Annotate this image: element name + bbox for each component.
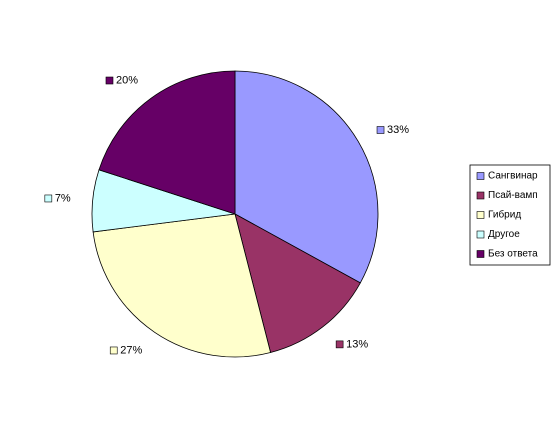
- pie-slice: [92, 213, 272, 358]
- label-swatch: [376, 126, 385, 134]
- label-swatch: [105, 76, 114, 85]
- label-swatch: [44, 194, 53, 203]
- pie-slice: [234, 70, 379, 284]
- data-label-text: 20%: [116, 74, 138, 86]
- legend: Сангвинар Псай-вамп Гибрид Другое Без ответа: [469, 164, 551, 266]
- data-label-text: 27%: [120, 344, 142, 356]
- legend-label: Сангвинар: [488, 171, 538, 182]
- legend-swatch: [476, 172, 485, 180]
- data-label-text: 7%: [55, 192, 71, 204]
- data-label: 13%: [335, 338, 368, 350]
- legend-swatch: [476, 191, 485, 200]
- data-label: 27%: [109, 344, 142, 356]
- pie-slice: [98, 70, 236, 215]
- data-label: 7%: [44, 192, 71, 204]
- pie-slice: [234, 213, 361, 353]
- data-label-text: 13%: [346, 338, 368, 350]
- data-label: 33%: [376, 124, 409, 136]
- legend-swatch: [476, 250, 485, 258]
- legend-swatch: [476, 211, 485, 219]
- label-swatch: [335, 340, 344, 349]
- label-swatch: [109, 346, 118, 355]
- legend-label: Другое: [488, 229, 520, 240]
- data-label: 20%: [105, 74, 138, 86]
- legend-label: Псай-вамп: [488, 190, 538, 201]
- legend-label: Без ответа: [488, 249, 538, 260]
- data-label-text: 33%: [387, 124, 409, 136]
- legend-label: Гибрид: [488, 209, 521, 221]
- legend-swatch: [476, 230, 485, 239]
